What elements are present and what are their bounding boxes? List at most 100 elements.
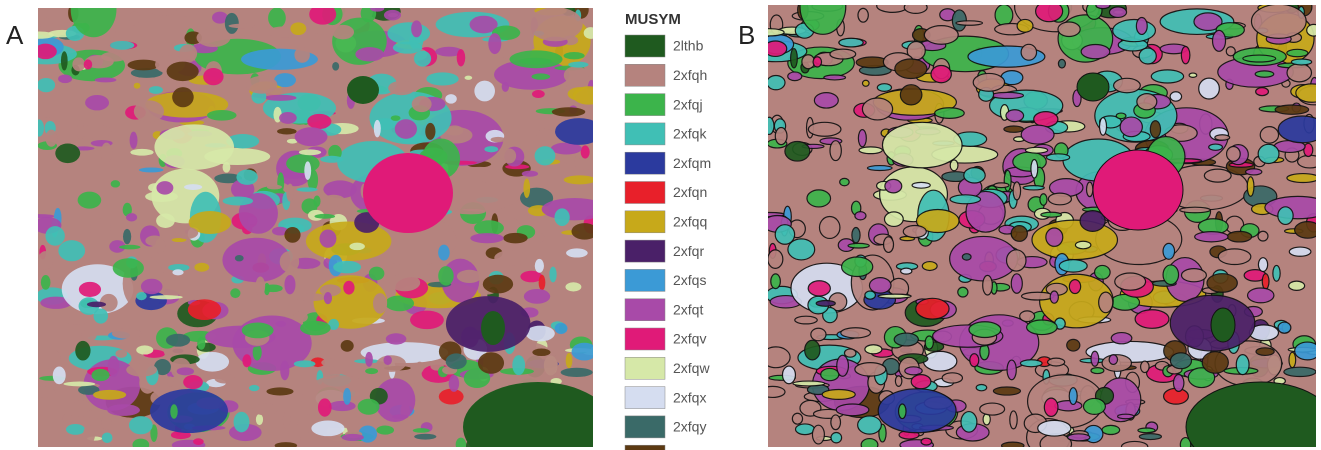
map-patch bbox=[38, 251, 53, 269]
map-patch bbox=[373, 293, 387, 314]
map-patch bbox=[855, 212, 866, 220]
map-patch bbox=[1181, 46, 1190, 63]
map-patch bbox=[1150, 121, 1160, 138]
map-patch bbox=[980, 403, 1005, 415]
map-patch bbox=[478, 352, 504, 374]
map-patch bbox=[878, 294, 911, 298]
map-patch bbox=[831, 415, 841, 430]
map-patch bbox=[1095, 265, 1111, 279]
map-patch bbox=[290, 22, 306, 35]
map-patch bbox=[66, 424, 85, 435]
map-patch bbox=[831, 432, 842, 442]
map-patch bbox=[439, 389, 464, 405]
map-patch bbox=[85, 95, 109, 110]
map-patch bbox=[532, 73, 551, 79]
map-patch bbox=[1055, 401, 1082, 411]
map-patch bbox=[332, 62, 339, 71]
map-patch bbox=[1032, 220, 1118, 259]
map-patch bbox=[107, 404, 140, 416]
map-patch bbox=[223, 162, 231, 173]
map-patch bbox=[1211, 308, 1235, 342]
map-patch bbox=[384, 10, 401, 21]
map-patch bbox=[79, 282, 101, 297]
map-patch bbox=[970, 354, 979, 367]
map-patch bbox=[93, 390, 126, 400]
map-patch bbox=[150, 389, 228, 433]
map-patch bbox=[905, 367, 922, 375]
map-patch bbox=[549, 267, 556, 283]
map-patch bbox=[203, 68, 223, 85]
map-patch bbox=[964, 168, 985, 183]
map-patch bbox=[900, 85, 922, 105]
map-patch bbox=[1170, 353, 1191, 369]
legend-swatch bbox=[625, 94, 665, 116]
map-patch bbox=[129, 416, 153, 434]
map-patch bbox=[361, 5, 377, 23]
map-patch bbox=[1258, 144, 1279, 163]
map-patch bbox=[139, 167, 164, 172]
map-patch bbox=[1141, 361, 1150, 372]
map-patch bbox=[867, 166, 892, 171]
map-patch bbox=[414, 434, 436, 440]
legend-swatch bbox=[625, 416, 665, 438]
map-patch bbox=[884, 237, 894, 253]
map-patch bbox=[830, 49, 856, 59]
map-patch bbox=[1287, 49, 1308, 56]
map-patch bbox=[438, 245, 450, 261]
map-patch bbox=[376, 426, 394, 435]
map-patch bbox=[542, 198, 608, 220]
map-patch bbox=[795, 316, 817, 324]
map-patch bbox=[389, 274, 420, 291]
map-patch bbox=[102, 433, 113, 443]
map-patch bbox=[565, 282, 581, 291]
legend-label: 2xfqs bbox=[673, 272, 706, 288]
map-patch bbox=[1138, 428, 1155, 433]
map-patch bbox=[503, 148, 517, 163]
map-patch bbox=[503, 233, 527, 244]
map-patch bbox=[45, 130, 57, 147]
map-patch bbox=[523, 179, 530, 199]
map-patch bbox=[1227, 231, 1251, 242]
map-patch bbox=[768, 250, 783, 268]
map-patch bbox=[177, 367, 194, 375]
legend-label: 2xfqn bbox=[673, 184, 707, 200]
map-patch bbox=[1296, 84, 1321, 102]
map-patch bbox=[438, 266, 453, 286]
map-patch bbox=[991, 92, 1023, 98]
map-patch bbox=[155, 238, 165, 254]
map-patch bbox=[1109, 355, 1117, 365]
map-patch bbox=[1284, 367, 1316, 376]
map-patch bbox=[1163, 243, 1175, 259]
map-patch bbox=[878, 389, 956, 433]
map-patch bbox=[1023, 186, 1044, 190]
map-patch bbox=[90, 218, 110, 240]
map-patch bbox=[134, 100, 164, 122]
map-patch bbox=[792, 413, 802, 424]
map-patch bbox=[522, 171, 538, 177]
map-patch bbox=[962, 254, 971, 260]
map-patch bbox=[862, 80, 869, 86]
map-patch bbox=[1025, 147, 1047, 153]
map-patch bbox=[785, 142, 810, 162]
map-patch bbox=[1036, 1, 1063, 22]
map-patch bbox=[172, 269, 183, 275]
map-patch bbox=[812, 425, 824, 444]
map-patch bbox=[91, 369, 109, 381]
map-patch bbox=[329, 401, 356, 411]
map-patch bbox=[925, 336, 933, 349]
map-patch bbox=[848, 243, 869, 248]
legend-swatch bbox=[625, 240, 665, 262]
map-patch bbox=[148, 2, 179, 15]
map-patch bbox=[1011, 226, 1027, 242]
map-patch bbox=[1067, 339, 1080, 351]
map-patch bbox=[321, 359, 338, 367]
map-patch bbox=[1034, 112, 1058, 127]
map-patch bbox=[295, 293, 327, 301]
map-patch bbox=[283, 411, 290, 429]
map-patch bbox=[796, 424, 815, 435]
map-patch bbox=[764, 117, 774, 134]
map-patch bbox=[41, 275, 51, 290]
map-patch bbox=[1114, 78, 1141, 92]
legend-label: 2xfqt bbox=[673, 301, 703, 317]
map-patch bbox=[81, 329, 96, 342]
